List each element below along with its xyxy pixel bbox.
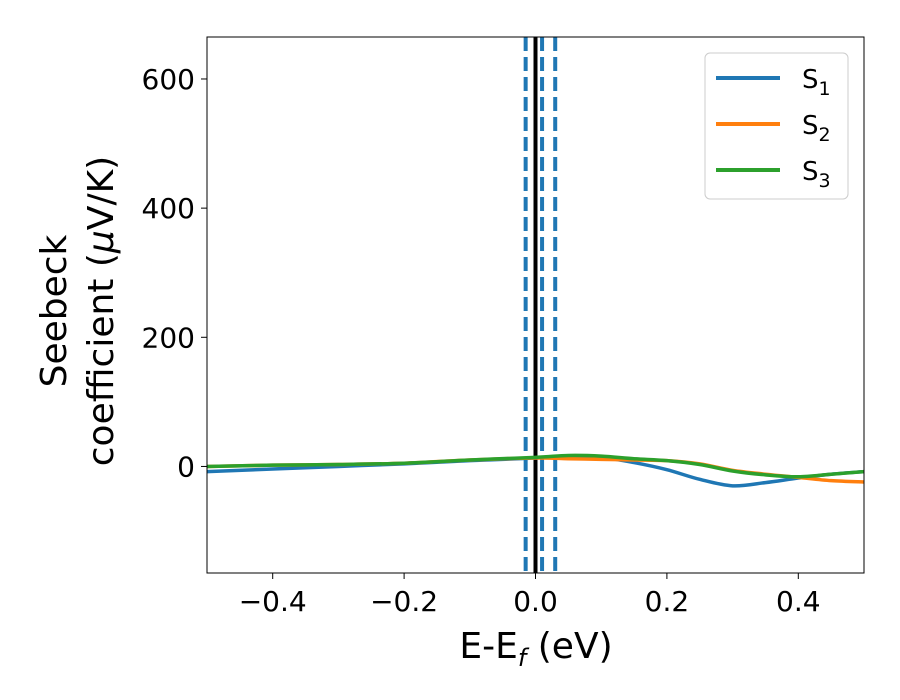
x-axis-title-unit: (eV) [526,626,612,667]
y-tick-label: 600 [142,63,195,96]
series-lines [207,453,864,488]
x-tick-label: 0.0 [513,585,558,618]
x-tick-label: −0.2 [370,585,438,618]
y-axis-title-mu: μ [81,230,122,254]
reference-lines [523,37,558,573]
x-tick-label: 0.4 [776,585,821,618]
x-tick-label: −0.4 [239,585,307,618]
y-axis-ticks: 0 200 400 600 [142,63,207,483]
y-tick-label: 200 [142,321,195,354]
legend-label-s1: S1 [802,65,831,100]
y-axis-title-line1: Seebeck [34,234,75,387]
legend-label-s2: S2 [802,111,831,146]
legend-label-s3: S3 [802,157,831,192]
y-axis-title: Seebeck coefficient (μV/K) [34,156,122,466]
x-axis-title-main: E-E [459,626,517,667]
legend: S1 S2 S3 [704,52,849,200]
series-line-s3 [207,453,864,479]
x-axis-ticks: −0.4 −0.2 0.0 0.2 0.4 [239,573,821,618]
y-axis-title-line2-b: V/K) [81,156,122,230]
x-tick-label: 0.2 [645,585,690,618]
y-axis-title-line2: coefficient (μV/K) [81,156,122,466]
y-axis-title-line2-a: coefficient ( [81,253,122,466]
y-tick-label: 0 [177,450,195,483]
x-axis-title: E-Ef (eV) [459,626,612,672]
y-tick-label: 400 [142,192,195,225]
